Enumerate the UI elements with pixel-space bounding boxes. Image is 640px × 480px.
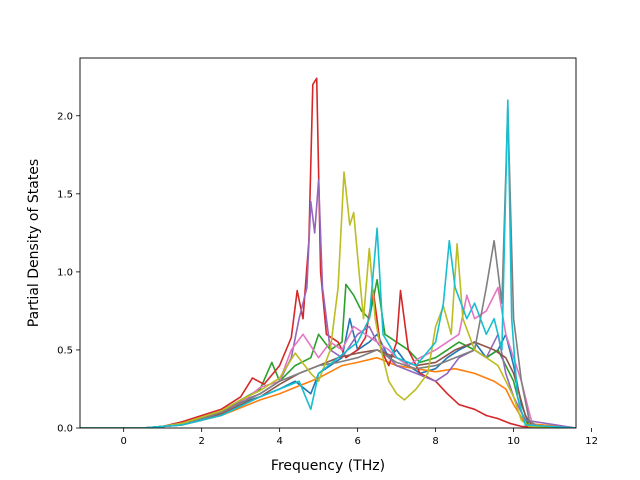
x-axis-label: Frequency (THz) — [271, 458, 385, 474]
y-tick-label: 0.0 — [57, 424, 73, 435]
x-tick-label: 10 — [507, 436, 520, 447]
y-axis-label: Partial Density of States — [26, 159, 42, 327]
y-tick-label: 2.0 — [57, 111, 73, 122]
y-tick-label: 1.0 — [57, 267, 73, 278]
x-axis: 0 2 4 6 8 10 12 — [120, 428, 598, 447]
plot-frame — [79, 57, 577, 429]
y-tick-label: 1.5 — [57, 189, 73, 200]
pdos-series-line-5 — [80, 179, 576, 428]
x-tick-label: 2 — [198, 436, 204, 447]
x-tick-label: 12 — [585, 436, 598, 447]
pdos-series-line-10 — [80, 99, 576, 428]
series-layer — [80, 77, 576, 428]
y-axis: 0.0 0.5 1.0 1.5 2.0 — [57, 111, 80, 435]
x-tick-label: 4 — [276, 436, 282, 447]
x-tick-label: 0 — [120, 436, 126, 447]
x-tick-label: 8 — [432, 436, 438, 447]
pdos-series-line-4 — [80, 77, 576, 428]
pdos-series-line-2 — [80, 356, 576, 428]
y-tick-label: 0.5 — [57, 345, 73, 356]
x-tick-label: 6 — [354, 436, 360, 447]
pdos-series-line-8 — [80, 107, 576, 428]
